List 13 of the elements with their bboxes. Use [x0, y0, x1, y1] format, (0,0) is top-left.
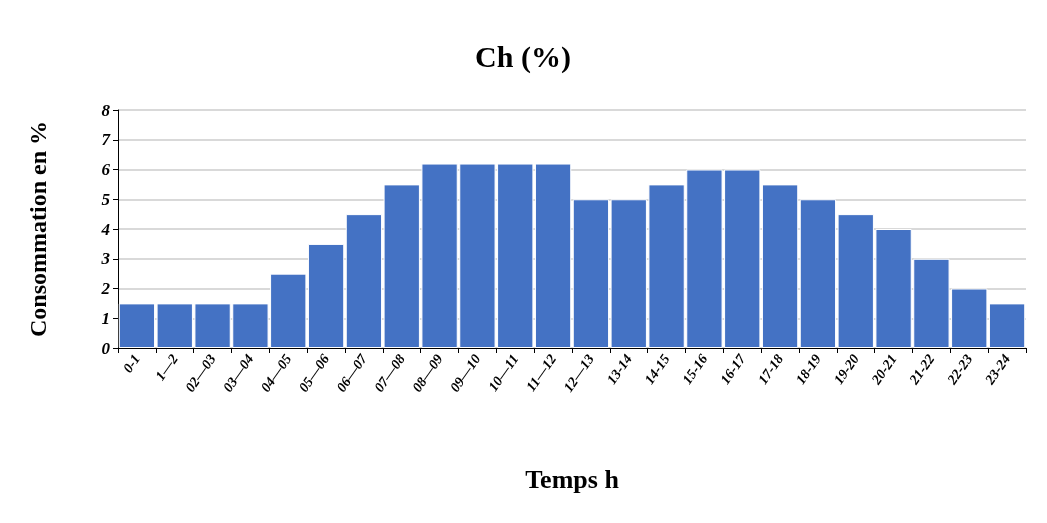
y-tick-label: 3 — [100, 249, 111, 269]
y-tick-label: 1 — [101, 308, 110, 328]
y-tick-label: 8 — [101, 100, 111, 120]
y-axis-title: Consommation en % — [25, 120, 51, 338]
y-tick-label: 7 — [101, 130, 112, 150]
y-tick-label: 5 — [101, 189, 111, 209]
x-tick-label: 0-1 — [120, 351, 144, 376]
y-tick-label: 6 — [101, 160, 111, 179]
y-tick-label: 2 — [100, 279, 111, 298]
chart-title: Ch (%) — [475, 39, 571, 74]
y-tick-label: 4 — [100, 219, 110, 239]
y-tick-label: 0 — [101, 338, 111, 358]
x-axis-title: Temps h — [525, 464, 620, 494]
